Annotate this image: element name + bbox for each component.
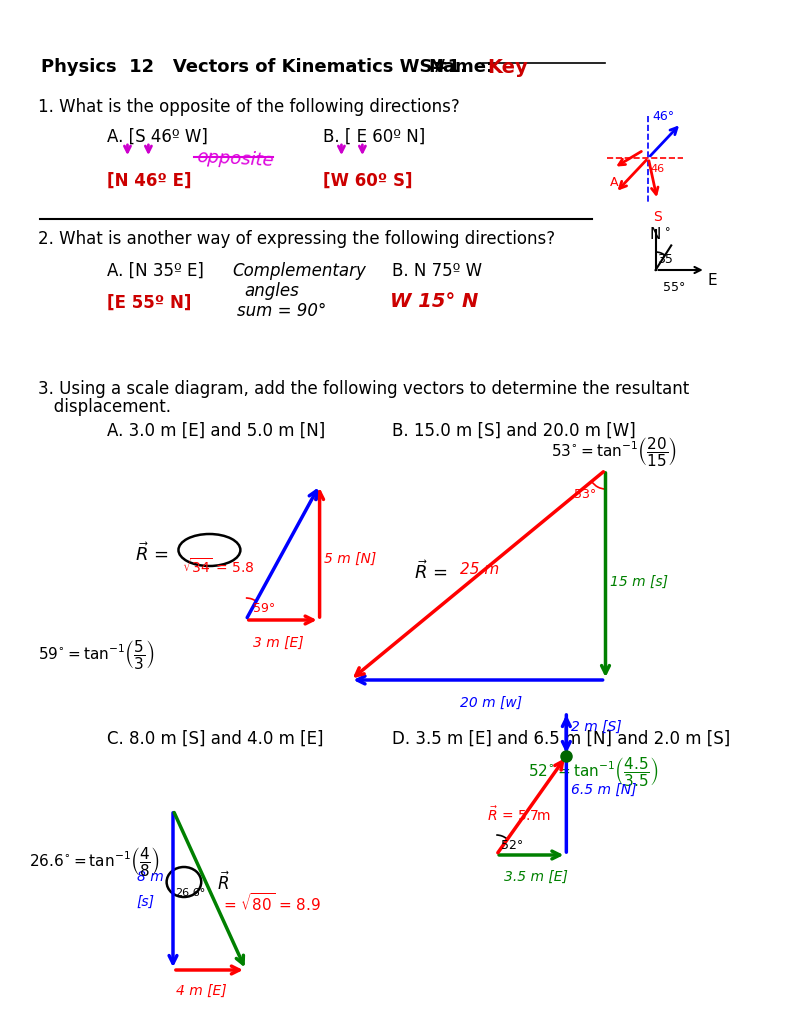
Text: [W 60º S]: [W 60º S] <box>324 172 413 190</box>
Text: B. 15.0 m [S] and 20.0 m [W]: B. 15.0 m [S] and 20.0 m [W] <box>392 422 635 440</box>
Text: 52°: 52° <box>501 839 523 852</box>
Text: Physics  12   Vectors of Kinematics WS#1.: Physics 12 Vectors of Kinematics WS#1. <box>41 58 467 76</box>
Text: 46: 46 <box>650 164 664 174</box>
Text: B. [ E 60º N]: B. [ E 60º N] <box>324 128 426 146</box>
Text: 35: 35 <box>657 253 673 266</box>
Text: A. [N 35º E]: A. [N 35º E] <box>108 262 204 280</box>
Text: Key: Key <box>487 58 528 77</box>
Text: [E 55º N]: [E 55º N] <box>108 294 191 312</box>
Text: displacement.: displacement. <box>38 398 171 416</box>
Text: B. N 75º W: B. N 75º W <box>392 262 482 280</box>
Text: Name:: Name: <box>428 58 493 76</box>
Text: $\vec{R}$ =: $\vec{R}$ = <box>414 560 448 583</box>
Text: N: N <box>649 227 660 242</box>
Text: = $\sqrt{80}$ = 8.9: = $\sqrt{80}$ = 8.9 <box>223 892 321 914</box>
Text: D. 3.5 m [E] and 6.5 m [N] and 2.0 m [S]: D. 3.5 m [E] and 6.5 m [N] and 2.0 m [S] <box>392 730 730 748</box>
Text: 26.6°: 26.6° <box>175 888 205 898</box>
Text: $\vec{R}$: $\vec{R}$ <box>217 872 230 895</box>
Text: opposite: opposite <box>195 148 274 170</box>
Text: $\vec{R}$ =: $\vec{R}$ = <box>134 542 168 565</box>
Text: [s]: [s] <box>137 895 154 909</box>
Text: 4 m [E]: 4 m [E] <box>176 984 226 998</box>
Text: 59°: 59° <box>253 602 275 615</box>
Text: $52^{\circ} = \tan^{-1}\!\left(\dfrac{4.5}{3.5}\right)$: $52^{\circ} = \tan^{-1}\!\left(\dfrac{4.… <box>528 755 659 788</box>
Text: 1. What is the opposite of the following directions?: 1. What is the opposite of the following… <box>38 98 460 116</box>
Text: A. [S 46º W]: A. [S 46º W] <box>108 128 208 146</box>
Text: 15 m [s]: 15 m [s] <box>610 575 668 589</box>
Text: 8 m: 8 m <box>137 870 163 884</box>
Text: $\sqrt{34}$ = 5.8: $\sqrt{34}$ = 5.8 <box>182 557 254 575</box>
Text: °: ° <box>664 227 670 237</box>
Text: W 15° N: W 15° N <box>390 292 478 311</box>
Text: A: A <box>610 176 619 189</box>
Text: 55°: 55° <box>663 281 685 294</box>
Text: E: E <box>707 273 717 288</box>
Text: sum = 90°: sum = 90° <box>237 302 326 319</box>
Text: $\vec{R}$ = 5.7m: $\vec{R}$ = 5.7m <box>487 805 551 823</box>
Text: $53^{\circ} = \tan^{-1}\!\left(\dfrac{20}{15}\right)$: $53^{\circ} = \tan^{-1}\!\left(\dfrac{20… <box>551 435 677 468</box>
Text: 3.5 m [E]: 3.5 m [E] <box>504 870 567 884</box>
Text: 2. What is another way of expressing the following directions?: 2. What is another way of expressing the… <box>38 230 555 248</box>
Text: Complementary: Complementary <box>233 262 366 280</box>
Text: A. 3.0 m [E] and 5.0 m [N]: A. 3.0 m [E] and 5.0 m [N] <box>108 422 326 440</box>
Text: 3 m [E]: 3 m [E] <box>253 636 304 650</box>
Text: 2 m [S]: 2 m [S] <box>571 720 622 734</box>
Text: C. 8.0 m [S] and 4.0 m [E]: C. 8.0 m [S] and 4.0 m [E] <box>108 730 324 748</box>
Text: 6.5 m [N]: 6.5 m [N] <box>571 783 637 797</box>
Text: angles: angles <box>244 282 299 300</box>
Text: $59^{\circ} = \tan^{-1}\!\left(\dfrac{5}{3}\right)$: $59^{\circ} = \tan^{-1}\!\left(\dfrac{5}… <box>38 638 155 671</box>
Text: 5 m [N]: 5 m [N] <box>324 552 377 566</box>
Text: 53°: 53° <box>573 488 596 501</box>
Text: S: S <box>653 210 661 224</box>
Text: 46°: 46° <box>653 110 675 123</box>
Text: [N 46º E]: [N 46º E] <box>108 172 192 190</box>
Text: $26.6^{\circ} = \tan^{-1}\!\left(\dfrac{4}{8}\right)$: $26.6^{\circ} = \tan^{-1}\!\left(\dfrac{… <box>29 845 160 878</box>
Text: 3. Using a scale diagram, add the following vectors to determine the resultant: 3. Using a scale diagram, add the follow… <box>38 380 690 398</box>
Text: 25 m: 25 m <box>460 562 499 577</box>
Text: 20 m [w]: 20 m [w] <box>460 696 522 710</box>
